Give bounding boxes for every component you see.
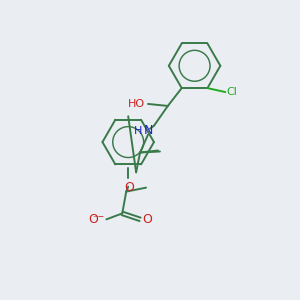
Text: O⁻: O⁻ (88, 213, 104, 226)
Text: N: N (143, 124, 153, 137)
Text: Cl: Cl (226, 87, 237, 97)
Text: ⁻⁻: ⁻⁻ (93, 214, 104, 224)
Text: HO: HO (128, 99, 145, 109)
Text: O: O (142, 213, 152, 226)
Text: O: O (124, 181, 134, 194)
Text: H: H (134, 126, 142, 136)
